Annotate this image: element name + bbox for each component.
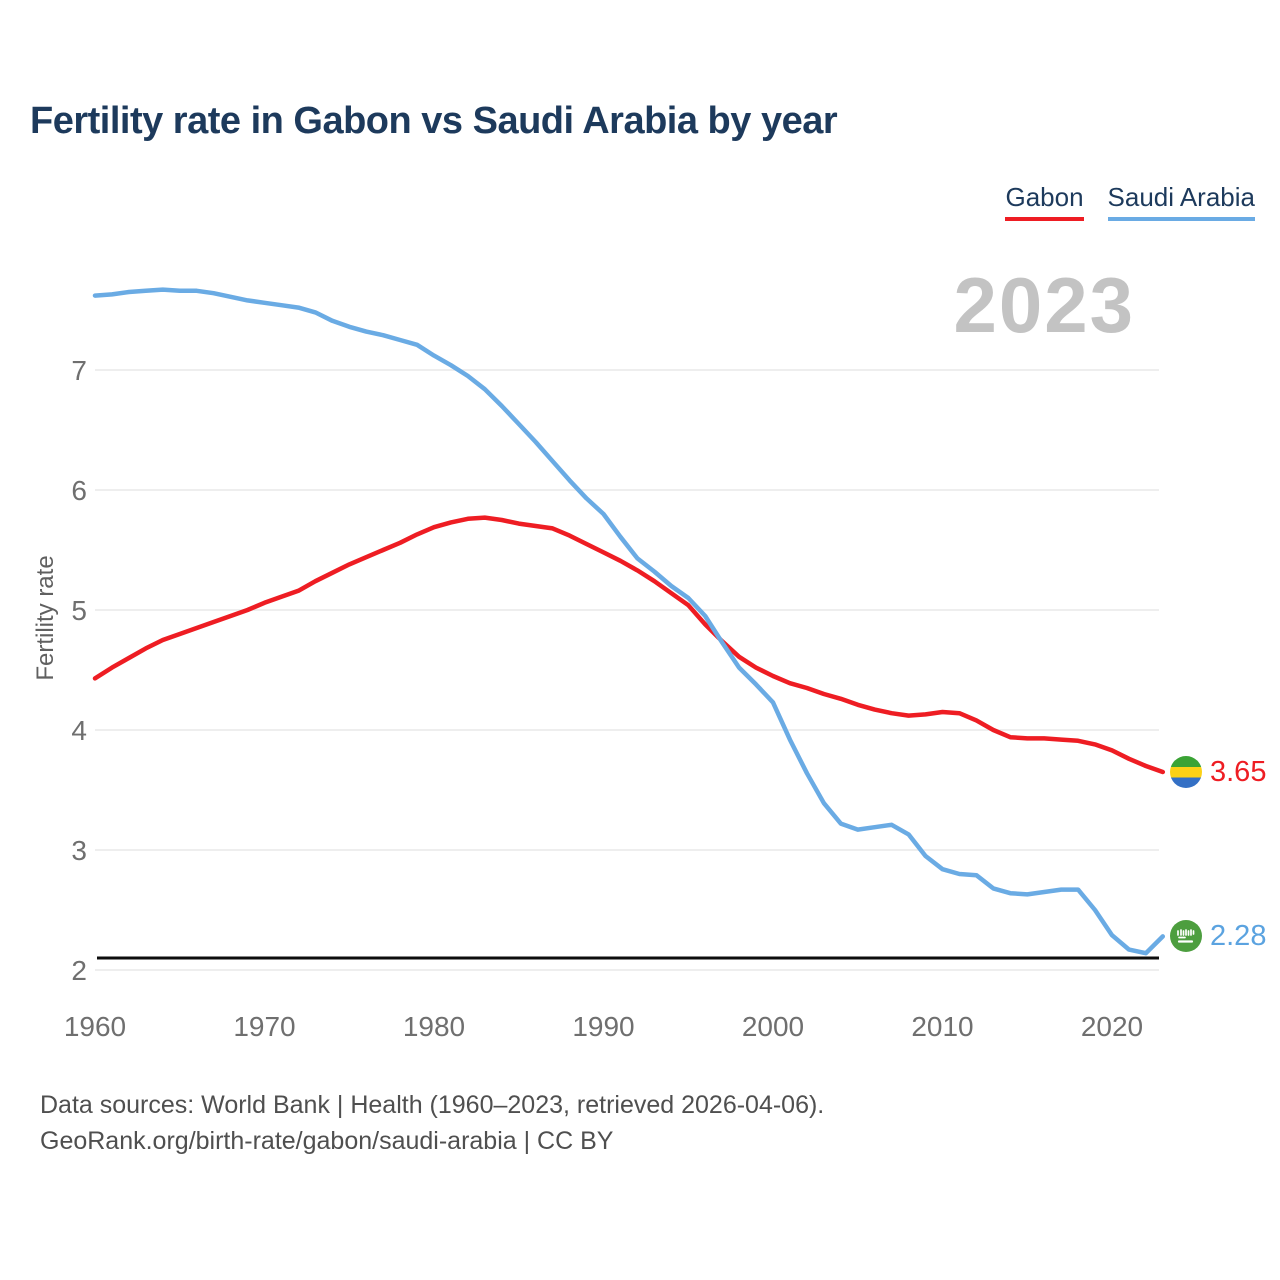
x-tick-label-1960: 1960 xyxy=(64,1011,126,1042)
watermark-year: 2023 xyxy=(953,261,1135,349)
footer: Data sources: World Bank | Health (1960–… xyxy=(40,1087,824,1159)
legend-item-gabon: Gabon xyxy=(1005,183,1084,221)
saudi-arabia-flag-icon xyxy=(1170,920,1202,952)
x-tick-label-2000: 2000 xyxy=(742,1011,804,1042)
saudi-arabia-end-value: 2.28 xyxy=(1210,920,1267,952)
series-line-saudi-arabia xyxy=(92,287,1166,956)
page-title: Fertility rate in Gabon vs Saudi Arabia … xyxy=(30,100,838,142)
legend: Gabon Saudi Arabia xyxy=(1005,183,1255,221)
gabon-flag-icon xyxy=(1170,756,1202,788)
y-tick-label-7: 7 xyxy=(71,355,87,386)
gabon-end-label: 3.65 xyxy=(1170,756,1266,788)
gabon-end-value: 3.65 xyxy=(1210,756,1267,788)
x-tick-label-2010: 2010 xyxy=(911,1011,973,1042)
saudi-emblem-icon xyxy=(1177,929,1195,943)
x-tick-label-1980: 1980 xyxy=(403,1011,465,1042)
y-tick-label-2: 2 xyxy=(71,955,87,986)
y-tick-label-4: 4 xyxy=(71,715,87,746)
saudi-arabia-end-label: 2.28 xyxy=(1170,920,1266,952)
x-tick-label-1990: 1990 xyxy=(572,1011,634,1042)
x-tick-label-2020: 2020 xyxy=(1081,1011,1143,1042)
y-tick-label-5: 5 xyxy=(71,595,87,626)
footer-url-line: GeoRank.org/birth-rate/gabon/saudi-arabi… xyxy=(40,1127,614,1155)
legend-item-saudi-arabia: Saudi Arabia xyxy=(1107,183,1255,221)
y-tick-label-6: 6 xyxy=(71,475,87,506)
series-line-gabon xyxy=(92,515,1166,775)
x-tick-label-1970: 1970 xyxy=(233,1011,295,1042)
y-tick-label-3: 3 xyxy=(71,835,87,866)
footer-source-line: Data sources: World Bank | Health (1960–… xyxy=(40,1091,825,1119)
